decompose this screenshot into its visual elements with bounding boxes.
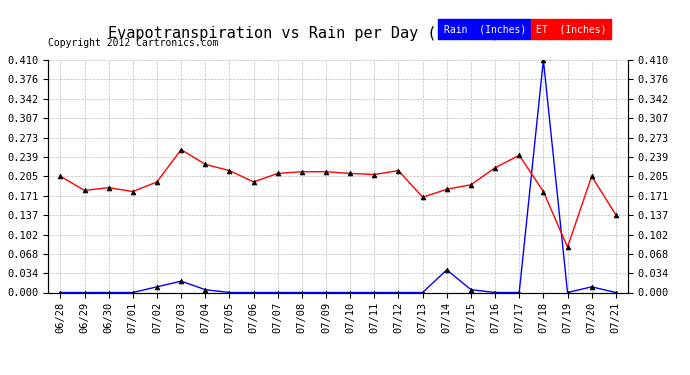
Text: Copyright 2012 Cartronics.com: Copyright 2012 Cartronics.com xyxy=(48,38,219,48)
Text: ET  (Inches): ET (Inches) xyxy=(535,24,607,34)
Text: Rain  (Inches): Rain (Inches) xyxy=(444,24,526,34)
Text: Evapotranspiration vs Rain per Day (Inches) 20120722: Evapotranspiration vs Rain per Day (Inch… xyxy=(108,26,582,41)
